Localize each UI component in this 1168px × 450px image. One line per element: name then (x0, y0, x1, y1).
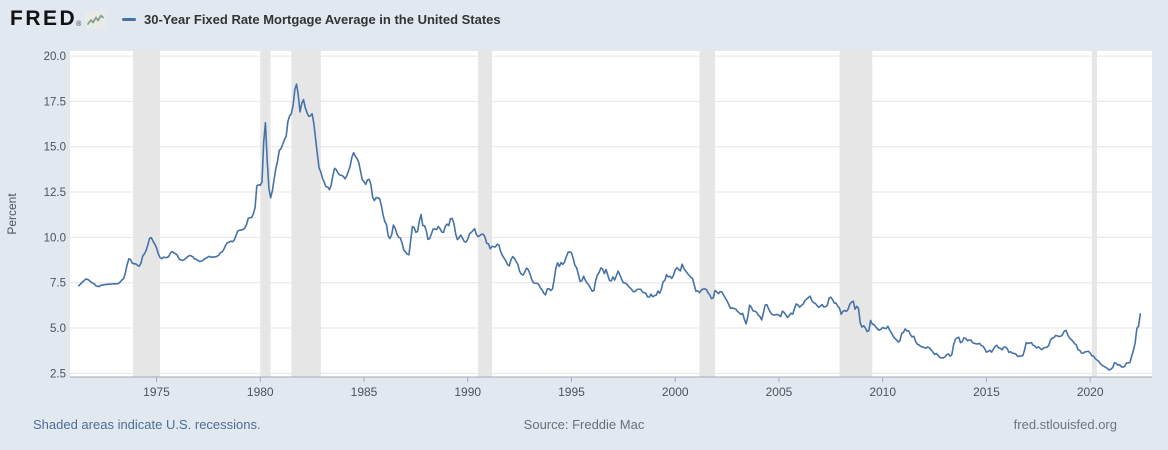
plot-area[interactable] (70, 51, 1152, 377)
recession-band (133, 51, 161, 377)
recession-band (839, 51, 873, 377)
data-source-credit: Source: Freddie Mac (523, 417, 645, 432)
fred-logo[interactable]: FRED ® (10, 7, 107, 31)
y-tick-label: 5.0 (50, 323, 66, 335)
x-tick-label: 1990 (454, 385, 481, 399)
recession-band (699, 51, 716, 377)
x-tick-label: 2000 (662, 385, 689, 399)
x-tick-label: 1975 (143, 385, 170, 399)
x-tick-label: 2010 (869, 385, 896, 399)
y-tick-label: 7.5 (50, 278, 66, 290)
x-tick-label: 2020 (1077, 385, 1104, 399)
recession-band (291, 51, 321, 377)
x-tick-label: 1985 (351, 385, 378, 399)
series-color-swatch (122, 17, 136, 21)
x-tick-label: 2005 (766, 385, 793, 399)
chart-header: FRED ® (10, 7, 107, 31)
y-tick-label: 2.5 (50, 368, 66, 380)
fred-sparkline-icon (85, 11, 107, 29)
y-tick-label: 15.0 (44, 142, 66, 154)
x-tick-label: 1980 (247, 385, 274, 399)
x-tick-label: 2015 (973, 385, 1000, 399)
y-tick-label: 12.5 (44, 187, 66, 199)
y-axis-title: Percent (5, 193, 19, 235)
y-tick-label: 10.0 (44, 232, 66, 244)
recession-band (478, 51, 493, 377)
recession-shading-note: Shaded areas indicate U.S. recessions. (33, 417, 261, 432)
x-tick-label: 1995 (558, 385, 585, 399)
registered-trademark: ® (76, 21, 82, 28)
y-tick-label: 20.0 (44, 51, 66, 63)
fred-site-link[interactable]: fred.stlouisfed.org (1013, 417, 1117, 432)
series-title: 30-Year Fixed Rate Mortgage Average in t… (144, 11, 501, 27)
recession-band (260, 51, 271, 377)
y-tick-label: 17.5 (44, 96, 66, 108)
mortgage-rate-line (77, 83, 1142, 371)
chart-footer: Shaded areas indicate U.S. recessions. S… (0, 415, 1168, 437)
fred-logo-text: FRED (10, 7, 78, 30)
recession-band (1091, 51, 1098, 377)
chart-legend: 30-Year Fixed Rate Mortgage Average in t… (122, 5, 501, 33)
